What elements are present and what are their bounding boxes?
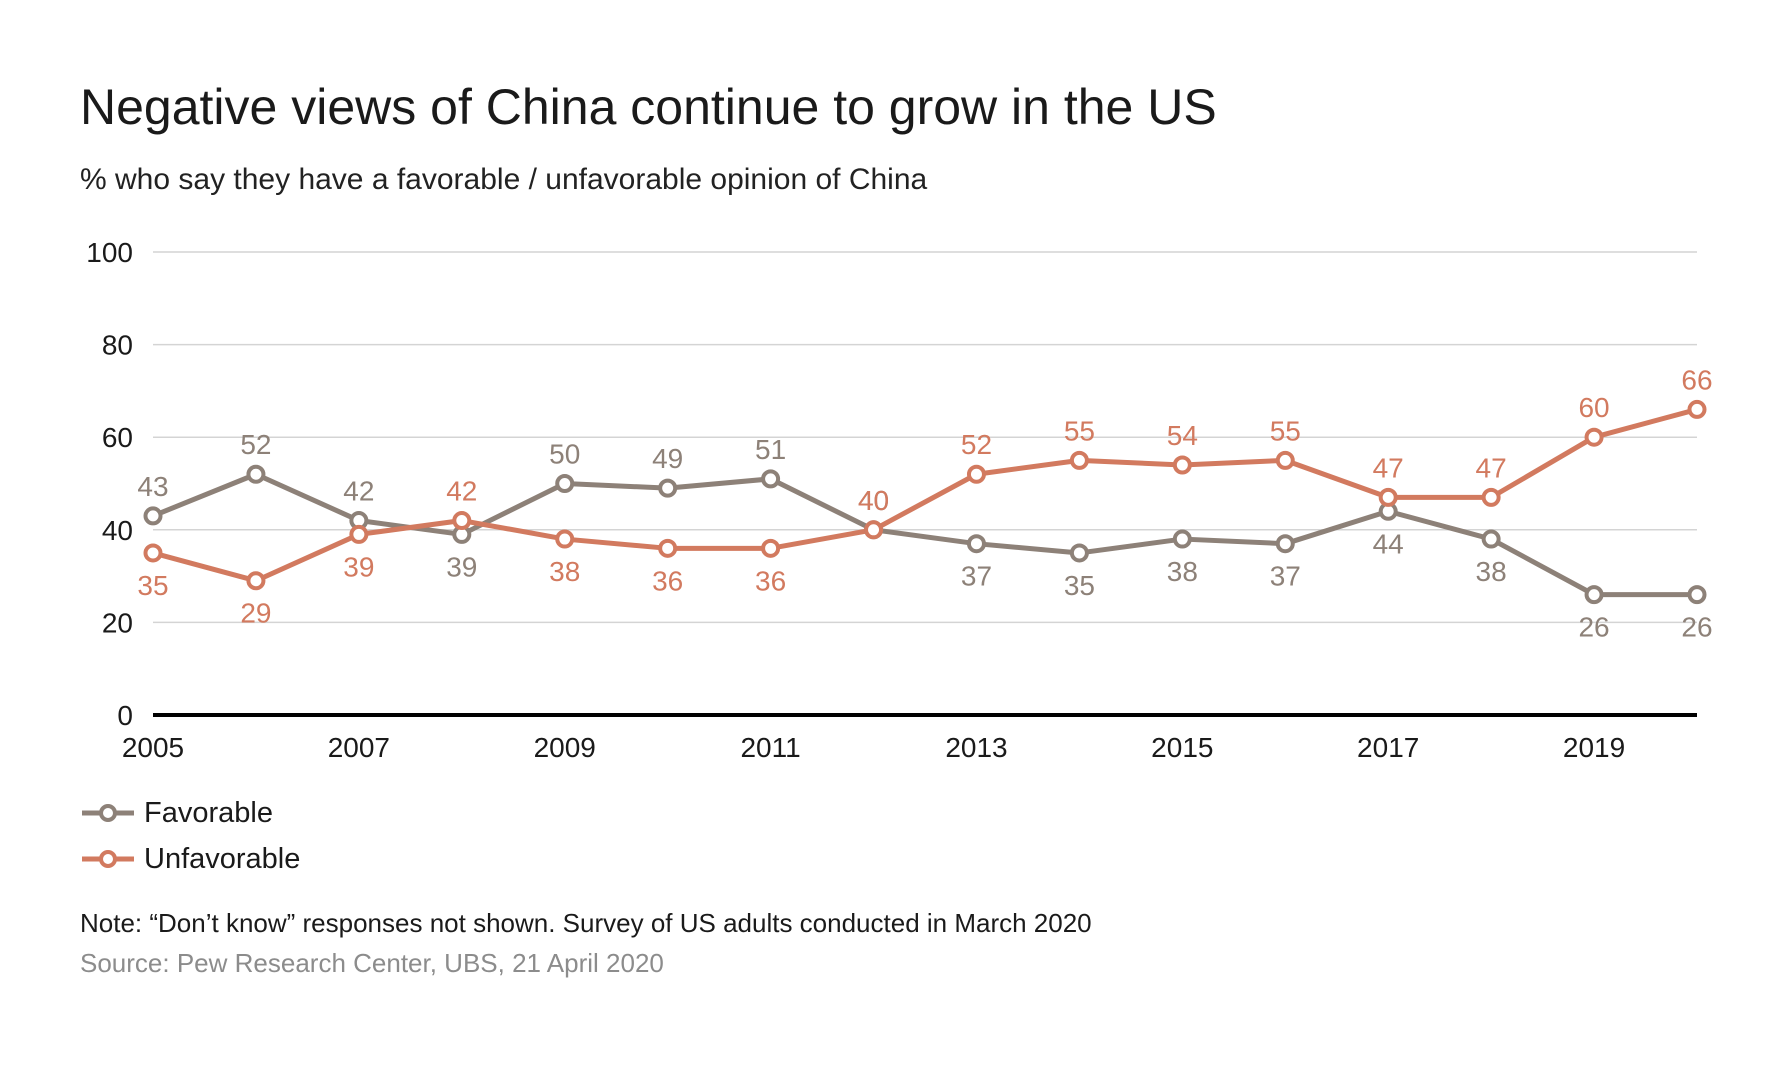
data-label-unfavorable: 40 [858,485,889,516]
data-point-favorable [1584,585,1604,605]
data-point-unfavorable [1481,487,1501,507]
data-point-favorable [658,478,678,498]
data-label-favorable: 50 [549,439,580,470]
data-point-favorable [1069,543,1089,563]
series-layer [143,399,1707,605]
legend-favorable-label: Favorable [144,796,273,829]
data-labels-layer: 43 52 42 39 50 49 51 40 37 35 38 37 44 38 26 26 35 29 39 42… [137,364,1712,642]
data-point-favorable [761,469,781,489]
legend-unfavorable-swatch [82,850,134,868]
legend-item-unfavorable: Unfavorable [80,836,300,882]
data-label-unfavorable: 36 [755,565,786,596]
data-point-favorable [246,464,266,484]
chart-note: Note: “Don’t know” responses not shown. … [80,908,1092,938]
grid-layer [153,251,1697,717]
data-label-favorable: 49 [652,443,683,474]
x-tick-label: 2015 [1151,732,1213,763]
data-label-favorable: 38 [1476,556,1507,587]
data-label-unfavorable: 42 [446,476,477,507]
x-tick-label: 2017 [1357,732,1419,763]
data-point-favorable [1687,585,1707,605]
data-label-unfavorable: 55 [1270,415,1301,446]
data-label-favorable: 43 [137,471,168,502]
x-tick-label: 2011 [740,732,800,763]
data-label-favorable: 44 [1373,528,1404,559]
data-label-unfavorable: 52 [961,429,992,460]
data-point-unfavorable [555,529,575,549]
data-label-unfavorable: 55 [1064,415,1095,446]
data-label-favorable: 42 [343,476,374,507]
data-point-unfavorable [143,543,163,563]
y-tick-label: 40 [102,515,133,546]
chart-source: Source: Pew Research Center, UBS, 21 Apr… [80,948,664,978]
data-label-unfavorable: 36 [652,565,683,596]
x-tick-label: 2019 [1563,732,1625,763]
chart-subtitle: % who say they have a favorable / unfavo… [80,163,928,196]
data-label-unfavorable: 54 [1167,420,1198,451]
data-label-unfavorable: 66 [1681,364,1712,395]
series-line-unfavorable [152,407,1698,584]
data-label-unfavorable: 35 [137,570,168,601]
y-tick-label: 20 [102,607,133,638]
data-label-favorable: 26 [1681,612,1712,643]
data-point-unfavorable [864,520,884,540]
data-point-favorable [1481,529,1501,549]
legend-favorable-swatch [82,804,134,822]
data-point-favorable [966,534,986,554]
data-point-favorable [1172,529,1192,549]
data-point-unfavorable [1687,399,1707,419]
data-point-unfavorable [658,538,678,558]
chart-title: Negative views of China continue to grow… [80,79,1217,135]
data-label-unfavorable: 38 [549,556,580,587]
data-point-favorable [143,506,163,526]
data-point-unfavorable [1172,455,1192,475]
x-axis-labels: 2005 2007 2009 2011 2013 2015 2017 2019 [122,732,1625,763]
data-point-favorable [555,474,575,493]
data-label-favorable: 37 [1270,561,1301,592]
x-tick-label: 2013 [945,732,1007,763]
data-point-unfavorable [966,464,986,484]
data-label-favorable: 37 [961,561,992,592]
x-tick-label: 2007 [328,732,390,763]
data-point-unfavorable [761,538,781,558]
legend: Favorable Unfavorable [80,790,300,882]
y-tick-label: 80 [102,330,133,361]
data-label-favorable: 35 [1064,570,1095,601]
data-point-unfavorable [452,511,472,531]
y-tick-label: 60 [102,422,133,453]
data-label-favorable: 39 [446,551,477,582]
y-tick-label: 0 [117,700,133,731]
x-tick-label: 2009 [534,732,596,763]
data-point-unfavorable [246,571,266,591]
legend-unfavorable-label: Unfavorable [144,842,301,875]
data-label-unfavorable: 47 [1476,452,1507,483]
data-point-unfavorable [1069,450,1089,470]
data-label-unfavorable: 47 [1373,452,1404,483]
y-tick-label: 100 [86,237,133,268]
data-label-favorable: 38 [1167,556,1198,587]
data-label-favorable: 51 [755,434,786,465]
data-label-favorable: 40 [858,485,889,516]
line-chart: 0 20 40 60 80 100 2005 2007 2009 2011 2013 2015 201… [86,237,1712,763]
data-label-favorable: 52 [240,429,271,460]
data-point-unfavorable [349,524,369,544]
data-label-unfavorable: 39 [343,551,374,582]
data-point-unfavorable [1378,487,1398,507]
data-point-favorable [1275,534,1295,554]
series-line-favorable [152,471,1697,598]
data-label-favorable: 26 [1578,612,1609,643]
data-point-unfavorable [1584,427,1604,447]
data-label-unfavorable: 60 [1578,392,1609,423]
data-label-unfavorable: 29 [240,598,271,629]
x-tick-label: 2005 [122,732,184,763]
legend-item-favorable: Favorable [80,790,300,836]
y-axis-labels: 0 20 40 60 80 100 [86,237,133,731]
data-point-unfavorable [1275,450,1295,470]
